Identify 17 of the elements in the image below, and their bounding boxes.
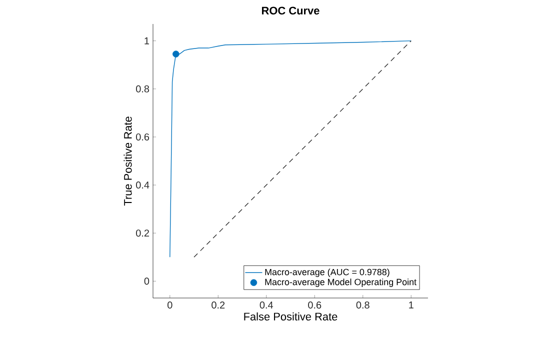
x-tick-label: 0.2 bbox=[212, 302, 225, 309]
x-axis-title: False Positive Rate bbox=[244, 312, 338, 320]
x-tick-label: 1 bbox=[409, 302, 414, 308]
y-tick-label: 0.8 bbox=[136, 85, 150, 92]
legend-label: Macro-average (AUC = 0.9788) bbox=[265, 268, 390, 277]
y-tick-label: 0.6 bbox=[136, 133, 150, 140]
x-tick-label: 0.8 bbox=[356, 302, 370, 309]
y-tick-label: 0.2 bbox=[136, 230, 149, 237]
chart-title: ROC Curve bbox=[262, 6, 320, 14]
y-tick-label: 0.4 bbox=[136, 182, 150, 189]
x-tick-label: 0.6 bbox=[308, 302, 322, 309]
y-tick-label: 1 bbox=[144, 37, 150, 44]
legend-label: Macro-average Model Operating Point bbox=[265, 278, 416, 287]
x-tick-label: 0.4 bbox=[260, 302, 274, 309]
x-tick-label: 0 bbox=[168, 302, 172, 309]
y-axis-title: True Positive Rate bbox=[124, 116, 132, 206]
y-tick-label: 0 bbox=[144, 278, 150, 285]
